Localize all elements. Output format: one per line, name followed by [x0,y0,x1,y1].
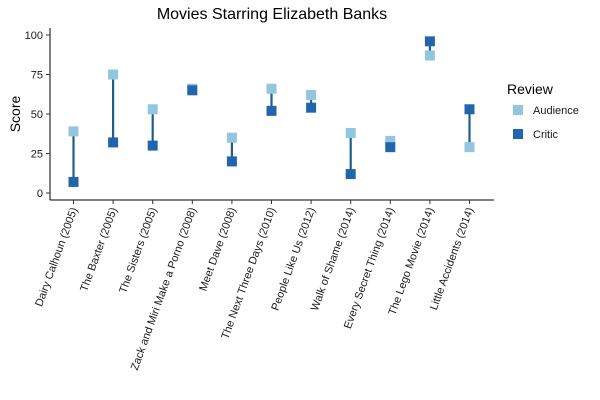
y-axis-title: Score [7,96,23,133]
x-tick-label: The Sisters (2005) [117,206,159,295]
point-audience [424,50,435,61]
point-critic [147,140,158,151]
point-audience [108,69,119,80]
point-audience [68,126,79,137]
x-tick-label: People Like Us (2012) [269,206,318,312]
point-audience [306,90,317,101]
plot-area: 0 25 50 75 100 Dairy Calhoun (2005)The Baxter… [25,28,494,372]
point-critic [226,156,237,167]
point-audience [147,104,158,115]
x-tick-label: Dairy Calhoun (2005) [33,206,80,308]
point-audience [464,142,475,153]
y-tick-label: 0 [37,188,43,200]
x-tick-label: The Lego Movie (2014) [387,206,437,317]
y-tick-label: 100 [25,30,43,42]
point-audience [345,127,356,138]
point-critic [424,36,435,47]
y-tick-label: 75 [31,70,43,82]
legend-title: Review [507,81,554,97]
x-tick-label: Little Accidents (2014) [428,206,476,312]
point-critic [385,142,396,153]
y-tick-label: 25 [31,149,43,161]
x-tick-label: The Baxter (2005) [78,206,120,293]
point-critic [345,169,356,180]
legend-key-critic [513,129,523,139]
legend-key-audience [513,105,523,115]
point-critic [187,85,198,96]
legend-label-audience: Audience [533,105,579,117]
legend: Review Audience Critic [507,81,579,141]
point-audience [266,83,277,94]
x-tick-label: Meet Dave (2008) [197,206,238,293]
point-critic [266,105,277,116]
chart-title: Movies Starring Elizabeth Banks [157,6,387,23]
point-critic [68,176,79,187]
y-tick-label: 50 [31,109,43,121]
point-audience [385,135,396,146]
point-critic [108,137,119,148]
x-tick-label: Walk of Shame (2014) [309,206,358,313]
legend-label-critic: Critic [533,129,559,141]
point-critic [306,102,317,113]
point-critic [464,104,475,115]
point-audience [226,132,237,143]
